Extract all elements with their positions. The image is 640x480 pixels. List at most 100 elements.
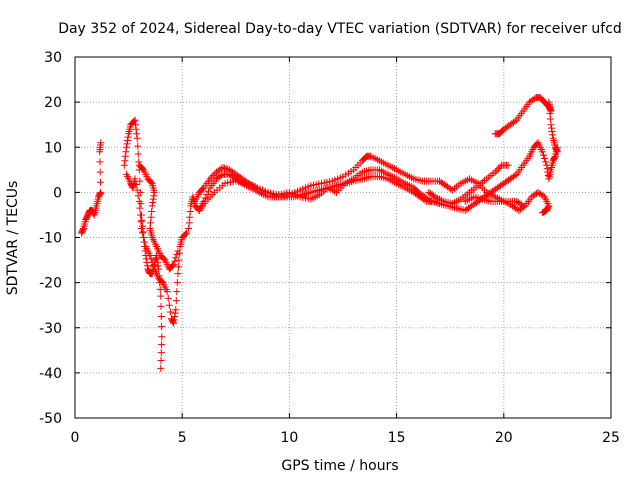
data-point [169, 262, 177, 270]
data-point [157, 292, 165, 300]
data-point [186, 213, 194, 221]
data-point [431, 198, 439, 206]
data-point [174, 247, 182, 255]
data-point [96, 168, 104, 176]
data-point [553, 147, 561, 155]
data-point [545, 98, 553, 106]
data-point [171, 312, 179, 320]
data-point [219, 164, 227, 172]
data-point [132, 125, 140, 133]
data-point [496, 163, 504, 171]
series-track-k [461, 193, 527, 210]
data-point [491, 168, 499, 176]
data-point [170, 319, 178, 327]
x-axis-label: GPS time / hours [281, 458, 398, 474]
data-point [209, 171, 217, 179]
data-point [493, 166, 501, 174]
y-tick-label: -20 [39, 276, 62, 292]
data-point [139, 228, 147, 236]
y-axis-label: SDTVAR / TECUs [5, 181, 21, 296]
data-point [504, 161, 512, 169]
data-point [157, 356, 165, 364]
data-point [551, 153, 559, 161]
data-point [172, 306, 180, 314]
data-point [96, 178, 104, 186]
data-point [157, 349, 165, 357]
data-point [133, 186, 141, 194]
data-point [148, 258, 156, 266]
data-point [163, 288, 171, 296]
data-point [143, 262, 151, 270]
data-point [148, 202, 156, 210]
y-tick-label: -40 [39, 366, 62, 382]
data-point [96, 190, 104, 198]
data-point [541, 155, 549, 163]
data-point [173, 250, 181, 258]
data-point [157, 364, 165, 372]
data-point [131, 175, 139, 183]
y-tick-label: 20 [44, 95, 62, 111]
data-point [149, 195, 157, 203]
data-point [170, 261, 178, 269]
data-point [185, 224, 193, 232]
data-point [519, 202, 527, 210]
data-point [135, 158, 143, 166]
data-point [543, 165, 551, 173]
data-point [539, 208, 547, 216]
x-tick-label: 15 [388, 430, 406, 446]
data-point [217, 171, 225, 179]
data-point [224, 165, 232, 173]
data-point [186, 208, 194, 216]
data-point [137, 224, 145, 232]
data-point [156, 285, 164, 293]
data-point [134, 150, 142, 158]
data-point [171, 309, 179, 317]
data-point [182, 229, 190, 237]
data-point [185, 219, 193, 227]
data-point [147, 213, 155, 221]
y-tick-label: -30 [39, 321, 62, 337]
data-point [147, 219, 155, 227]
data-point [137, 218, 145, 226]
data-point [172, 254, 180, 262]
chart-title: Day 352 of 2024, Sidereal Day-to-day VTE… [58, 21, 622, 37]
data-point [147, 255, 155, 263]
data-point [97, 139, 105, 147]
series-track-j [435, 175, 553, 217]
data-point [122, 148, 130, 156]
data-point [128, 183, 136, 191]
data-point [141, 238, 149, 246]
data-point [158, 341, 166, 349]
y-tick-label: -50 [39, 411, 62, 427]
data-point [549, 131, 557, 139]
data-point [131, 116, 139, 124]
data-point [208, 173, 216, 181]
data-point [548, 127, 556, 135]
data-point [79, 226, 87, 234]
data-point [222, 165, 230, 173]
data-point [545, 104, 553, 112]
series-track-g [195, 166, 435, 214]
data-point [511, 171, 519, 179]
data-point [538, 209, 546, 217]
data-point [447, 185, 455, 193]
data-point [221, 164, 229, 172]
data-point [539, 151, 547, 159]
data-point [139, 229, 147, 237]
data-point [542, 158, 550, 166]
data-point [148, 208, 156, 216]
data-point [132, 180, 140, 188]
series-track-f [191, 152, 443, 205]
data-point [133, 130, 141, 138]
grid [75, 57, 611, 418]
y-tick-label: -10 [39, 231, 62, 247]
data-point [150, 192, 158, 200]
data-point [134, 142, 142, 150]
data-point [124, 136, 132, 144]
data-point [124, 133, 132, 141]
series-track-a [77, 139, 105, 237]
data-point [158, 333, 166, 341]
data-point [546, 115, 554, 123]
data-point [153, 255, 161, 263]
